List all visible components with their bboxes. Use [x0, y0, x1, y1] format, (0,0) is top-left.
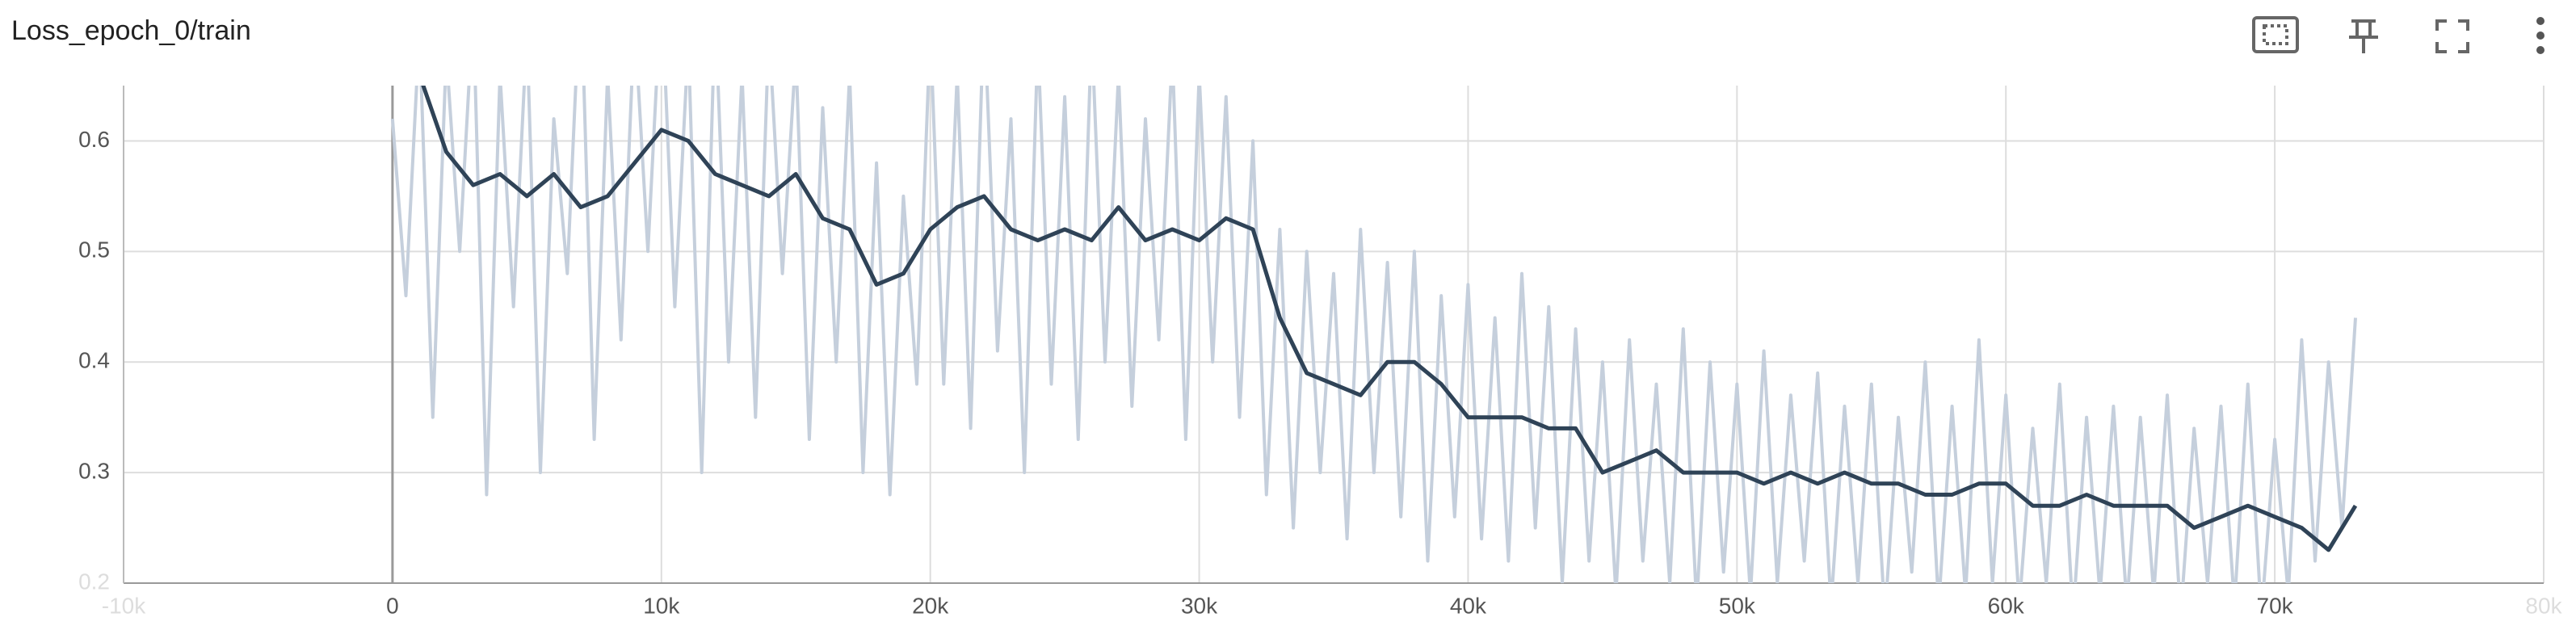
x-tick-label: 50k — [1719, 593, 1756, 618]
x-tick-label: -10k — [102, 593, 146, 618]
x-tick-label: 20k — [912, 593, 949, 618]
y-tick-label: 0.4 — [78, 348, 110, 373]
x-tick-label: 60k — [1988, 593, 2025, 618]
x-tick-label: 40k — [1450, 593, 1487, 618]
grid — [123, 86, 2544, 584]
x-tick-label: 0 — [386, 593, 399, 618]
raw-line — [390, 86, 2357, 583]
y-tick-label: 0.2 — [78, 569, 110, 594]
plot-area — [390, 86, 2358, 583]
y-tick-label: 0.5 — [78, 237, 110, 262]
fit-domain-button[interactable] — [2252, 16, 2299, 53]
toolbar — [2252, 16, 2544, 54]
pin-button[interactable] — [2349, 19, 2378, 53]
y-tick-label: 0.6 — [78, 127, 110, 152]
y-tick-label: 0.3 — [78, 459, 110, 484]
fullscreen-button[interactable] — [2435, 19, 2469, 53]
smoothed-line — [421, 86, 2358, 552]
tick-labels: 0.2 0.3 0.4 0.5 0.6 -10k 0 10k 20k 30k 40k 50k 60k 70… — [78, 127, 2563, 619]
chart-title: Loss_epoch_0/train — [11, 15, 251, 46]
x-tick-label: 80k — [2525, 593, 2562, 618]
x-tick-label: 30k — [1181, 593, 1218, 618]
x-tick-label: 10k — [643, 593, 680, 618]
x-tick-label: 70k — [2257, 593, 2294, 618]
more-button[interactable] — [2536, 17, 2544, 54]
